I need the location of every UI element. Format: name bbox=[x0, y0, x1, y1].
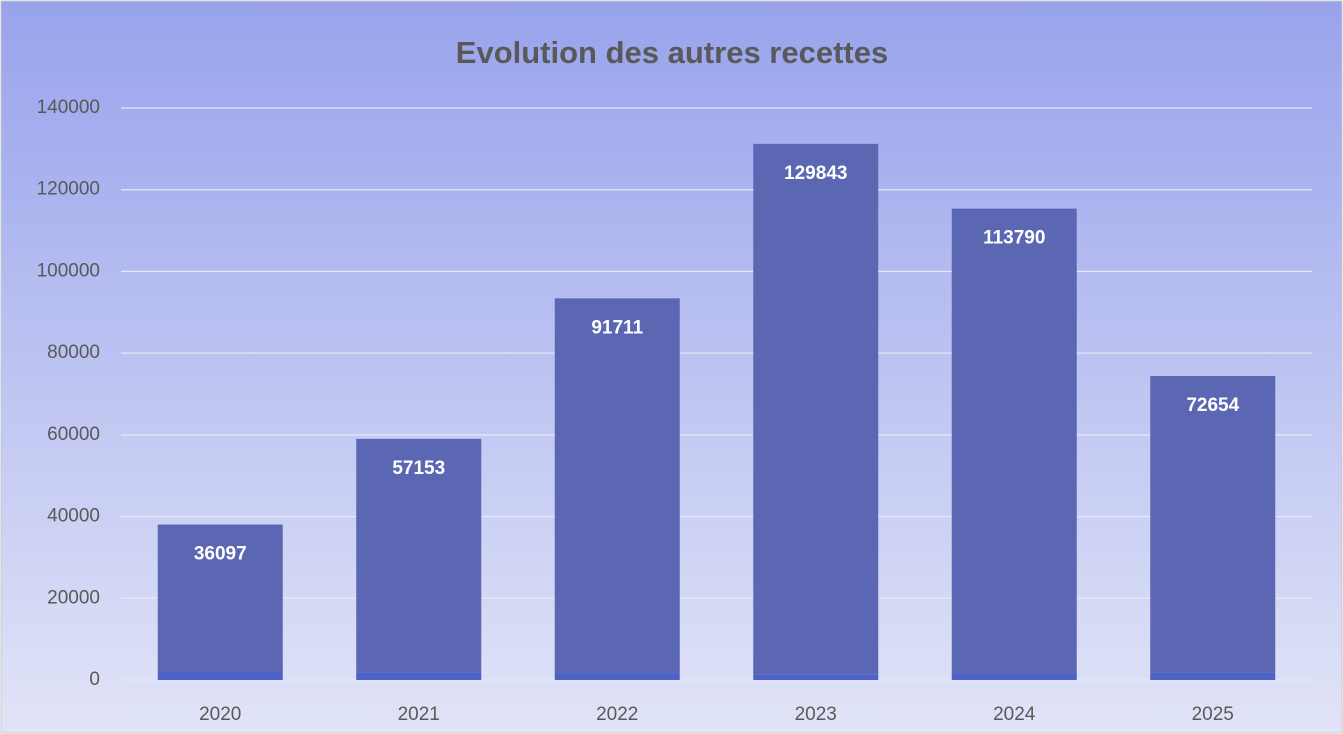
x-tick-label: 2022 bbox=[596, 704, 638, 725]
bar bbox=[356, 672, 482, 680]
bar bbox=[1150, 376, 1276, 673]
y-tick-label: 80000 bbox=[47, 342, 100, 363]
y-tick-label: 40000 bbox=[47, 506, 100, 527]
x-tick-label: 2024 bbox=[993, 704, 1036, 725]
x-tick-label: 2021 bbox=[398, 704, 440, 725]
bar bbox=[157, 672, 283, 680]
y-tick-label: 0 bbox=[89, 669, 100, 690]
y-tick-label: 20000 bbox=[47, 587, 100, 608]
bar bbox=[554, 298, 680, 674]
bar bbox=[157, 524, 283, 673]
data-label: 57153 bbox=[392, 458, 445, 479]
x-tick-label: 2023 bbox=[795, 704, 837, 725]
data-label: 36097 bbox=[194, 544, 247, 565]
data-label: 72654 bbox=[1186, 395, 1239, 416]
chart-title: Evolution des autres recettes bbox=[456, 35, 888, 70]
data-label: 113790 bbox=[983, 228, 1045, 249]
bar bbox=[753, 674, 879, 680]
y-tick-label: 60000 bbox=[47, 424, 100, 445]
x-tick-label: 2020 bbox=[199, 704, 241, 725]
bar bbox=[356, 438, 482, 673]
bar bbox=[753, 143, 879, 675]
y-tick-label: 120000 bbox=[37, 179, 100, 200]
bar bbox=[1150, 672, 1276, 680]
y-tick-label: 100000 bbox=[37, 260, 100, 281]
data-label: 91711 bbox=[591, 317, 643, 338]
bar bbox=[951, 673, 1077, 680]
y-tick-label: 140000 bbox=[37, 97, 100, 118]
data-label: 129843 bbox=[784, 163, 847, 184]
bar bbox=[554, 673, 680, 680]
x-tick-label: 2025 bbox=[1192, 704, 1234, 725]
bar bbox=[951, 208, 1077, 674]
